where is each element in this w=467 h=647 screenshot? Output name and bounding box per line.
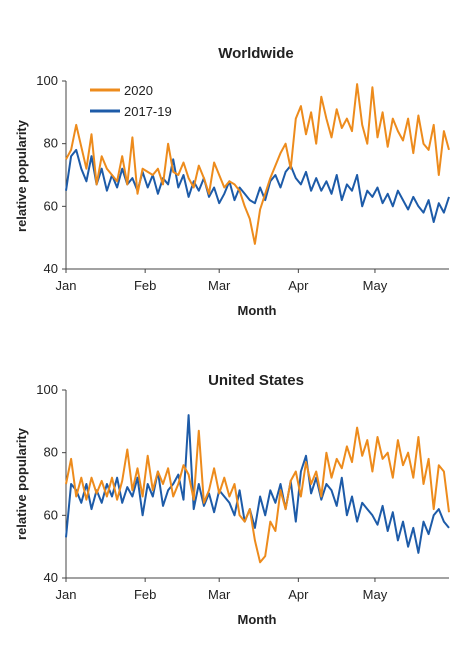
y-tick-label: 100: [36, 73, 58, 88]
x-tick-label: Apr: [288, 587, 309, 602]
series-line-2017-19: [65, 414, 450, 554]
y-axis-title: relative popularity: [14, 119, 29, 232]
x-tick-label: Mar: [208, 587, 231, 602]
series-line-2020: [65, 83, 450, 245]
chart-title: Worldwide: [218, 45, 294, 62]
chart-united-states: United States relative popularity Month …: [14, 372, 450, 627]
series-line-2020: [65, 426, 450, 564]
y-axis-title: relative popularity: [14, 427, 29, 540]
y-tick-label: 60: [44, 198, 58, 213]
y-tick-label: 80: [44, 136, 58, 151]
x-axis-title: Month: [238, 612, 277, 627]
x-tick-label: Jan: [56, 587, 77, 602]
x-axis-title: Month: [238, 303, 277, 318]
legend: 2020 2017-19: [90, 83, 172, 119]
chart-title: United States: [208, 372, 304, 389]
y-tick-label: 60: [44, 507, 58, 522]
ticks: 40 60 80 100 Jan Feb Mar Apr May: [36, 73, 387, 293]
x-tick-label: Mar: [208, 278, 231, 293]
y-tick-label: 40: [44, 261, 58, 276]
x-tick-label: May: [363, 278, 388, 293]
legend-label-2020: 2020: [124, 83, 153, 98]
y-tick-label: 100: [36, 382, 58, 397]
y-tick-label: 80: [44, 445, 58, 460]
x-tick-label: Apr: [288, 278, 309, 293]
chart-worldwide: Worldwide relative popularity Month 40 60…: [14, 45, 450, 318]
x-tick-label: May: [363, 587, 388, 602]
series-lines: [65, 83, 450, 245]
y-tick-label: 40: [44, 570, 58, 585]
legend-label-2017-19: 2017-19: [124, 104, 172, 119]
series-lines: [65, 414, 450, 564]
x-tick-label: Jan: [56, 278, 77, 293]
ticks: 40 60 80 100 Jan Feb Mar Apr May: [36, 382, 387, 602]
x-tick-label: Feb: [134, 587, 156, 602]
axes: [65, 81, 449, 270]
x-tick-label: Feb: [134, 278, 156, 293]
series-line-2017-19: [65, 148, 450, 223]
